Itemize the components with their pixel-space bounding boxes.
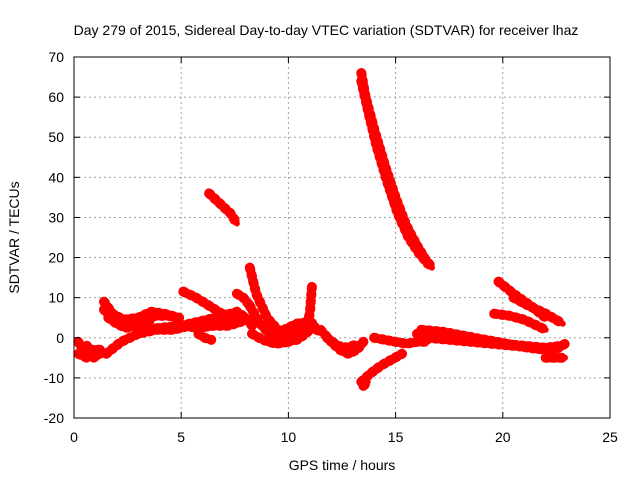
chart-title: Day 279 of 2015, Sidereal Day-to-day VTE…: [74, 22, 579, 38]
y-tick-label: -10: [44, 370, 64, 386]
plot-frame: [73, 56, 611, 419]
series-marks-arc-08: [137, 316, 247, 335]
x-tick-label: 0: [70, 429, 78, 445]
series-marks-arc-23: [358, 376, 373, 391]
series-layer: [73, 68, 570, 391]
x-tick-label: 10: [281, 429, 297, 445]
y-tick-label: 60: [48, 89, 64, 105]
y-tick-label: 20: [48, 250, 64, 266]
series-marks-arc-24: [369, 332, 433, 349]
y-tick-label: 40: [48, 169, 64, 185]
series-marks-arc-13: [214, 306, 257, 331]
series-marks-arc-33: [508, 292, 568, 329]
series-marks-arc-32: [489, 308, 551, 335]
y-axis-title: SDTVAR / TECUs: [6, 181, 22, 293]
series-marks-arc-22: [356, 348, 407, 387]
y-tick-label: 70: [48, 49, 64, 65]
series-marks-arc-35: [545, 338, 570, 355]
series-marks-arc-19: [279, 316, 322, 335]
grid-layer: [74, 57, 610, 418]
series-marks-arc-03: [81, 340, 105, 363]
x-tick-label: 5: [177, 429, 185, 445]
series-marks-arc-27: [358, 84, 418, 247]
y-tick-label: -20: [44, 410, 64, 426]
series-marks-arc-07: [103, 312, 157, 333]
series-marks-arc-18: [266, 280, 317, 347]
x-axis-title: GPS time / hours: [289, 457, 396, 473]
y-tick-label: 10: [48, 290, 64, 306]
series-marks-arc-11: [193, 328, 217, 345]
y-tick-label: 0: [56, 330, 64, 346]
x-tick-label: 25: [602, 429, 618, 445]
y-tick-label: 30: [48, 209, 64, 225]
series-marks-arc-25: [356, 68, 437, 273]
series-marks-arc-12: [204, 188, 242, 229]
tick-layer: 0 5 10 15 20 25 -20 -10 0 10 20 30 40 50 60 70: [44, 49, 618, 445]
x-tick-label: 20: [495, 429, 511, 445]
series-marks-arc-30: [422, 332, 540, 353]
x-tick-label: 15: [388, 429, 404, 445]
y-tick-label: 50: [48, 129, 64, 145]
series-marks-arc-21: [322, 332, 362, 353]
